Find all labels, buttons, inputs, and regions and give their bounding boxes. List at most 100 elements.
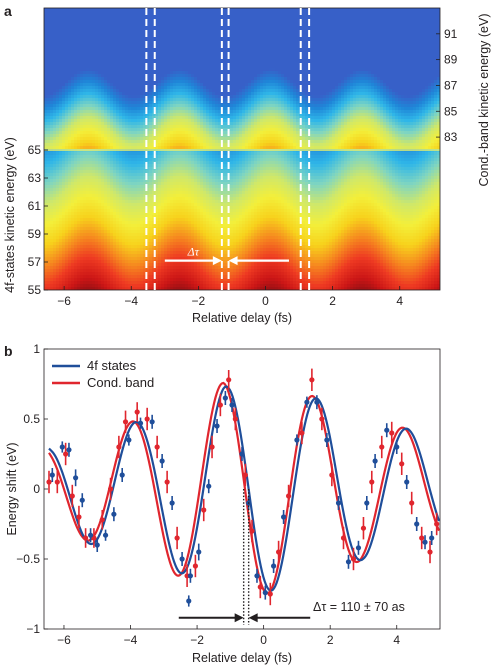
heatmap-cell xyxy=(167,155,171,159)
heatmap-cell xyxy=(62,20,66,24)
heatmap-cell xyxy=(194,137,198,141)
heatmap-cell xyxy=(92,134,96,138)
heatmap-cell xyxy=(92,197,96,201)
heatmap-cell xyxy=(47,77,51,81)
heatmap-cell xyxy=(62,107,66,111)
heatmap-cell xyxy=(98,35,102,39)
heatmap-cell xyxy=(110,92,114,96)
heatmap-cell xyxy=(140,212,144,216)
heatmap-cell xyxy=(197,71,201,75)
heatmap-cell xyxy=(65,128,69,132)
heatmap-cell xyxy=(71,131,75,135)
heatmap-cell xyxy=(59,86,63,90)
heatmap-cell xyxy=(188,140,192,144)
heatmap-cell xyxy=(140,74,144,78)
heatmap-cell xyxy=(98,38,102,42)
heatmap-cell xyxy=(116,101,120,105)
heatmap-cell xyxy=(116,152,120,156)
heatmap-cell xyxy=(44,8,48,12)
heatmap-cell xyxy=(161,29,165,33)
heatmap-cell xyxy=(200,44,204,48)
heatmap-cell xyxy=(80,77,84,81)
heatmap-cell xyxy=(170,215,174,219)
heatmap-cell xyxy=(77,176,81,180)
heatmap-cell xyxy=(158,38,162,42)
heatmap-cell xyxy=(173,203,177,207)
heatmap-cell xyxy=(170,263,174,267)
heatmap-cell xyxy=(62,14,66,18)
heatmap-cell xyxy=(128,14,132,18)
heatmap-cell xyxy=(113,161,117,165)
heatmap-cell xyxy=(155,284,159,288)
heatmap-cell xyxy=(53,236,57,240)
heatmap-cell xyxy=(113,140,117,144)
heatmap-cell xyxy=(182,56,186,60)
heatmap-cell xyxy=(119,80,123,84)
heatmap-cell xyxy=(116,8,120,12)
heatmap-cell xyxy=(182,197,186,201)
heatmap-cell xyxy=(158,140,162,144)
heatmap-cell xyxy=(155,92,159,96)
heatmap-cell xyxy=(110,233,114,237)
heatmap-cell xyxy=(86,8,90,12)
heatmap-cell xyxy=(104,71,108,75)
heatmap-cell xyxy=(125,44,129,48)
heatmap-cell xyxy=(194,17,198,21)
heatmap-cell xyxy=(95,185,99,189)
heatmap-cell xyxy=(56,182,60,186)
heatmap-cell xyxy=(104,14,108,18)
heatmap-cell xyxy=(68,98,72,102)
heatmap-cell xyxy=(71,38,75,42)
heatmap-cell xyxy=(65,14,69,18)
heatmap-cell xyxy=(200,185,204,189)
heatmap-cell xyxy=(152,176,156,180)
heatmap-cell xyxy=(44,137,48,141)
heatmap-cell xyxy=(53,77,57,81)
heatmap-cell xyxy=(179,53,183,57)
heatmap-cell xyxy=(71,122,75,126)
heatmap-cell xyxy=(158,122,162,126)
heatmap-cell xyxy=(185,8,189,12)
heatmap-cell xyxy=(149,158,153,162)
heatmap-cell xyxy=(119,74,123,78)
heatmap-cell xyxy=(53,53,57,57)
heatmap-cell xyxy=(191,119,195,123)
heatmap-cell xyxy=(119,128,123,132)
heatmap-cell xyxy=(131,65,135,69)
heatmap-cell xyxy=(86,260,90,264)
heatmap-cell xyxy=(179,8,183,12)
heatmap-cell xyxy=(182,113,186,117)
heatmap-cell xyxy=(80,80,84,84)
heatmap-cell xyxy=(185,38,189,42)
heatmap-cell xyxy=(116,251,120,255)
heatmap-cell xyxy=(161,143,165,147)
heatmap-cell xyxy=(164,62,168,66)
heatmap-cell xyxy=(77,89,81,93)
heatmap-cell xyxy=(167,86,171,90)
heatmap-cell xyxy=(182,53,186,57)
heatmap-cell xyxy=(68,206,72,210)
heatmap-cell xyxy=(158,182,162,186)
heatmap-cell xyxy=(107,257,111,261)
heatmap-cell xyxy=(176,62,180,66)
heatmap-cell xyxy=(167,248,171,252)
heatmap-cell xyxy=(179,191,183,195)
heatmap-cell xyxy=(74,35,78,39)
heatmap-cell xyxy=(167,74,171,78)
heatmap-cell xyxy=(74,140,78,144)
heatmap-cell xyxy=(44,32,48,36)
heatmap-cell xyxy=(56,128,60,132)
heatmap-cell xyxy=(185,197,189,201)
heatmap-cell xyxy=(170,131,174,135)
heatmap-cell xyxy=(152,23,156,27)
heatmap-cell xyxy=(107,272,111,276)
heatmap-cell xyxy=(119,122,123,126)
heatmap-cell xyxy=(89,77,93,81)
heatmap-cell xyxy=(161,260,165,264)
heatmap-cell xyxy=(89,266,93,270)
heatmap-cell xyxy=(95,161,99,165)
heatmap-cell xyxy=(86,161,90,165)
heatmap-cell xyxy=(146,134,150,138)
heatmap-cell xyxy=(164,98,168,102)
heatmap-cell xyxy=(104,284,108,288)
